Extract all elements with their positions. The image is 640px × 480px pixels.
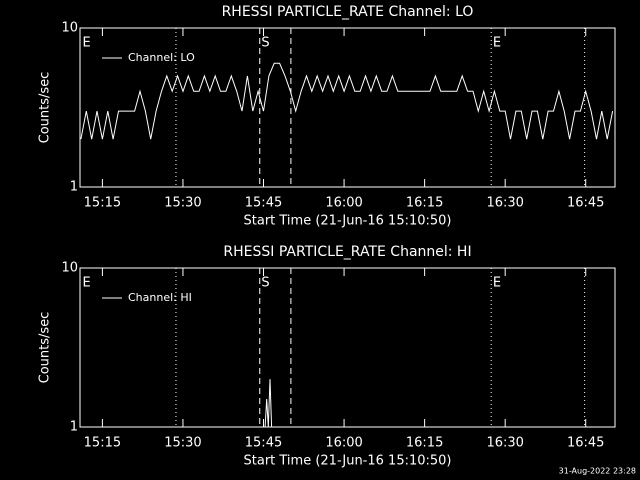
- x-tick-label: 16:45: [567, 196, 604, 211]
- x-tick-label: 16:45: [567, 436, 604, 451]
- x-tick-label: 16:30: [486, 436, 523, 451]
- legend-label: Channel: HI: [128, 291, 192, 304]
- annotation: S: [261, 36, 269, 51]
- chart-title: RHESSI PARTICLE_RATE Channel: HI: [223, 244, 471, 260]
- annotation: E: [493, 36, 501, 51]
- x-tick-label: 16:15: [406, 436, 443, 451]
- annotation: E: [493, 276, 501, 291]
- x-tick-label: 16:00: [325, 436, 362, 451]
- x-tick-label: 16:15: [406, 196, 443, 211]
- data-line: [264, 379, 273, 427]
- x-axis-label: Start Time (21-Jun-16 15:10:50): [244, 454, 452, 469]
- footer-timestamp: 31-Aug-2022 23:28: [559, 467, 636, 476]
- x-tick-label: 15:30: [164, 436, 201, 451]
- annotation: E: [83, 276, 91, 291]
- y-tick-label: 10: [61, 261, 78, 276]
- chart-title: RHESSI PARTICLE_RATE Channel: LO: [222, 4, 474, 20]
- x-tick-label: 16:30: [486, 196, 523, 211]
- x-tick-label: 15:30: [164, 196, 201, 211]
- y-axis-label: Counts/sec: [38, 312, 53, 384]
- annotation: S: [261, 276, 269, 291]
- plot-frame: [79, 27, 616, 188]
- plot-frame: [79, 267, 616, 428]
- x-tick-label: 15:45: [245, 436, 282, 451]
- x-tick-label: 15:15: [84, 196, 121, 211]
- data-line: [80, 62, 614, 140]
- y-tick-label: 1: [70, 420, 78, 435]
- y-tick-label: 1: [70, 180, 78, 195]
- y-tick-label: 10: [61, 21, 78, 36]
- x-tick-label: 15:45: [245, 196, 282, 211]
- legend-label: Channel: LO: [128, 51, 195, 64]
- x-axis-label: Start Time (21-Jun-16 15:10:50): [244, 214, 452, 229]
- x-tick-label: 15:15: [84, 436, 121, 451]
- y-axis-label: Counts/sec: [38, 72, 53, 144]
- x-tick-label: 16:00: [325, 196, 362, 211]
- annotation: E: [83, 36, 91, 51]
